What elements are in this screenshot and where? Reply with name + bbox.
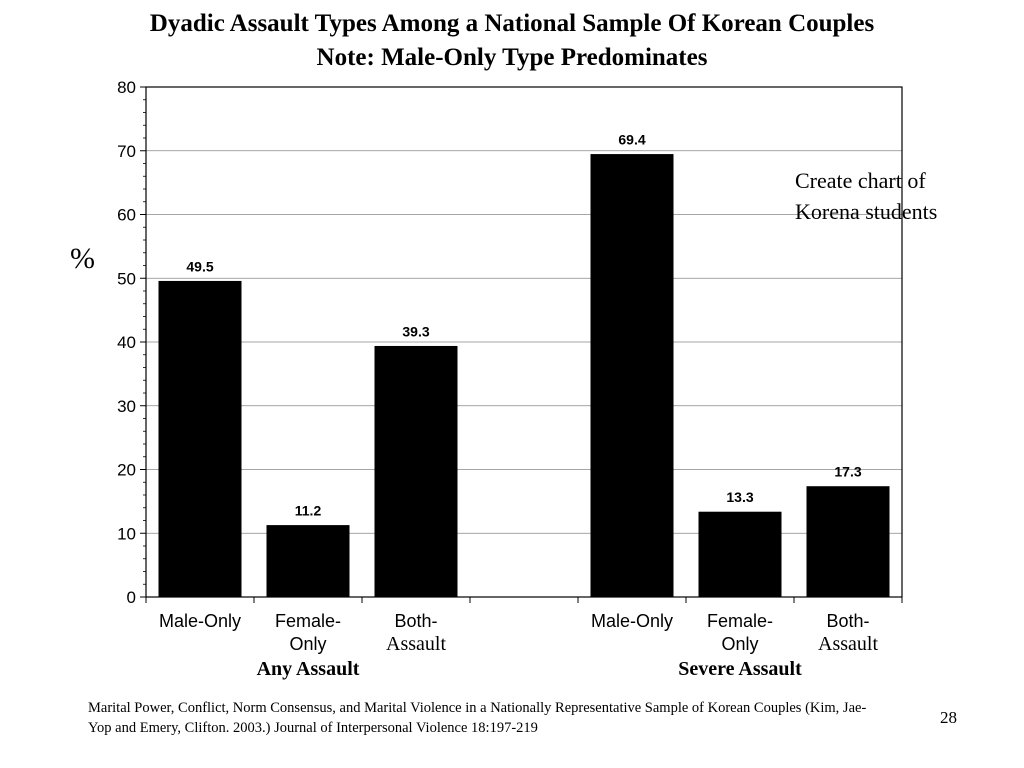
axes xyxy=(140,86,903,603)
y-tick-label: 50 xyxy=(117,269,136,288)
bar xyxy=(590,154,674,598)
x-category-label: Only xyxy=(721,634,758,654)
y-tick-label: 0 xyxy=(127,588,136,607)
data-label: 69.4 xyxy=(618,132,645,148)
y-tick-label: 70 xyxy=(117,142,136,161)
x-category-label: Male-Only xyxy=(159,611,241,631)
bar xyxy=(806,486,890,598)
x-category-label: Only xyxy=(289,634,326,654)
bars xyxy=(158,154,890,598)
data-label: 11.2 xyxy=(295,503,322,519)
bar xyxy=(698,511,782,598)
x-category-label: Assault xyxy=(818,633,878,655)
bar xyxy=(374,345,458,598)
x-category-label: Female- xyxy=(707,611,773,631)
x-category-label: Both- xyxy=(394,611,437,631)
source-citation: Marital Power, Conflict, Norm Consensus,… xyxy=(88,700,867,736)
y-tick-label: 20 xyxy=(117,461,136,480)
data-label: 13.3 xyxy=(726,489,753,505)
y-tick-label: 80 xyxy=(117,78,136,97)
x-category-label: Both- xyxy=(826,611,869,631)
chart-title-line1: Dyadic Assault Types Among a National Sa… xyxy=(149,10,875,37)
bar xyxy=(158,280,242,598)
labels: 0 10 20 30 40 50 60 70 80 49.5 Male-Only 11.2 Female… xyxy=(117,78,878,680)
x-category-label: Female- xyxy=(275,611,341,631)
y-tick-label: 40 xyxy=(117,333,136,352)
annotation-line2: Korena students xyxy=(795,199,937,224)
data-label: 39.3 xyxy=(402,323,429,339)
y-axis-label: % xyxy=(70,242,95,275)
chart-title-line2: Note: Male-Only Type Predominates xyxy=(316,44,708,71)
x-group-label: Any Assault xyxy=(257,658,360,680)
y-tick-label: 60 xyxy=(117,206,136,225)
x-group-label: Severe Assault xyxy=(678,658,802,680)
gridlines xyxy=(146,150,902,534)
data-label: 49.5 xyxy=(186,258,213,274)
x-category-label: Assault xyxy=(386,633,446,655)
data-label: 17.3 xyxy=(834,464,861,480)
y-tick-label: 10 xyxy=(117,524,136,543)
slide-number: 28 xyxy=(940,708,957,727)
annotation-line1: Create chart of xyxy=(795,168,926,193)
y-tick-label: 30 xyxy=(117,397,136,416)
bar xyxy=(266,525,350,598)
x-category-label: Male-Only xyxy=(591,611,673,631)
